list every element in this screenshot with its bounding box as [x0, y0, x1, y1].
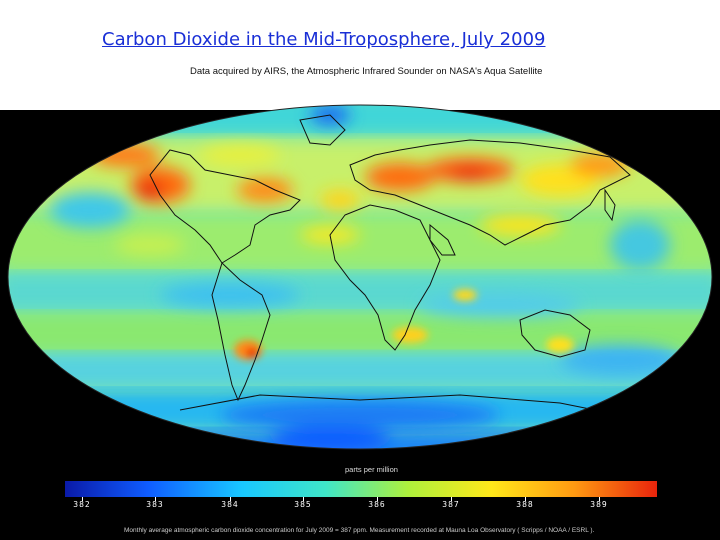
colorbar-tick-label: 387 [442, 500, 460, 509]
colorbar-tick-label: 388 [516, 500, 534, 509]
colorbar-tick-label: 384 [221, 500, 239, 509]
colorbar-tick-label: 389 [590, 500, 608, 509]
colorbar-tick-1 [155, 497, 156, 501]
colorbar-tick-6 [525, 497, 526, 501]
colorbar-tick-4 [377, 497, 378, 501]
colorbar-tick-3 [303, 497, 304, 501]
title-link[interactable]: Carbon Dioxide in the Mid-Troposphere, J… [102, 29, 546, 50]
header-band [0, 0, 720, 110]
colorbar-tick-2 [230, 497, 231, 501]
legend-unit-label: parts per million [345, 465, 398, 474]
colorbar-tick-label: 383 [146, 500, 164, 509]
colorbar [65, 481, 657, 497]
subtitle: Data acquired by AIRS, the Atmospheric I… [190, 66, 543, 77]
colorbar-tick-0 [82, 497, 83, 501]
footnote: Monthly average atmospheric carbon dioxi… [124, 527, 595, 534]
colorbar-tick-label: 386 [368, 500, 386, 509]
map-surface [8, 105, 712, 449]
colorbar-tick-5 [451, 497, 452, 501]
colorbar-tick-label: 382 [73, 500, 91, 509]
co2-map [0, 95, 720, 460]
colorbar-tick-7 [599, 497, 600, 501]
mollweide-map-svg [7, 104, 713, 450]
coastlines [149, 114, 631, 414]
colorbar-tick-label: 385 [294, 500, 312, 509]
